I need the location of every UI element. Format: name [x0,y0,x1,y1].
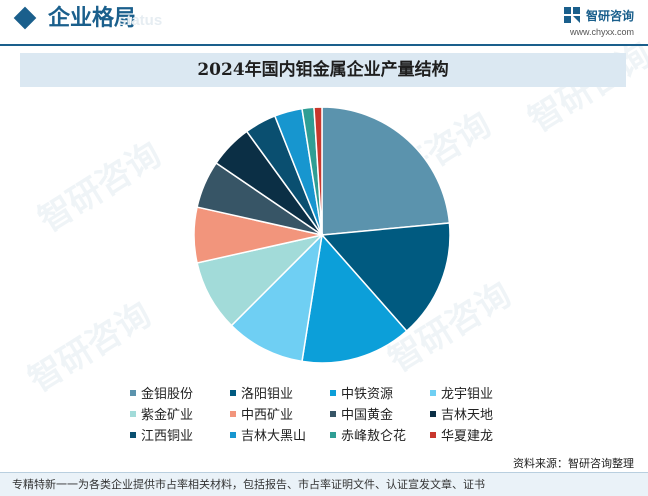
chart-title-band: 2024年国内钼金属企业产量结构 [20,53,626,87]
legend-swatch [330,389,336,396]
legend-label: 赤峰敖仑花 [341,429,407,444]
legend-item: 中西矿业 [230,404,330,423]
pie-slice-0 [321,106,451,236]
legend-swatch [230,389,236,396]
pie-chart [193,106,451,364]
legend-swatch [330,431,336,438]
chart-legend: 金钼股份 洛阳钼业 中铁资源 龙宇钼业紫金矿业 中西矿业 中国黄金 吉林天地江西铜业 吉林大黑… [130,382,530,445]
pie-slice-11 [313,106,323,236]
legend-item: 吉林天地 [430,404,530,423]
pie-slice-2 [301,233,408,364]
legend-swatch [430,389,436,396]
legend-label: 紫金矿业 [141,408,194,423]
legend-label: 江西铜业 [141,429,194,444]
legend-swatch [130,431,136,438]
brand: 智研咨询 www.chyxx.com [563,6,634,37]
header-ghost-text: status [118,12,163,29]
legend-label: 吉林大黑山 [241,429,307,444]
legend-item: 吉林大黑山 [230,425,330,444]
page-title: 企业格局 [48,6,137,31]
legend-item: 龙宇钼业 [430,383,530,402]
legend-label: 吉林天地 [441,408,494,423]
pie-slice-3 [230,232,324,363]
legend-swatch [430,431,436,438]
legend-swatch [130,410,136,417]
legend-item: 洛阳钼业 [230,383,330,402]
legend-item: 中国黄金 [330,404,430,423]
footer-band: 专精特新一一为各类企业提供市占率相关材料，包括报告、市占率证明文件、认证宣发文章… [0,472,648,496]
legend-swatch [130,389,136,396]
header-divider [0,44,648,46]
legend-row: 江西铜业 吉林大黑山 赤峰敖仑花 华夏建龙 [130,424,530,445]
brand-url: www.chyxx.com [569,27,634,37]
legend-swatch [230,431,236,438]
legend-row: 紫金矿业 中西矿业 中国黄金 吉林天地 [130,403,530,424]
legend-label: 龙宇钼业 [441,387,494,402]
legend-row: 金钼股份 洛阳钼业 中铁资源 龙宇钼业 [130,382,530,403]
brand-name: 智研咨询 [585,8,634,23]
footer-disclaimer: 专精特新一一为各类企业提供市占率相关材料，包括报告、市占率证明文件、认证宣发文章… [12,478,485,491]
legend-label: 金钼股份 [141,387,194,402]
legend-label: 华夏建龙 [441,429,494,444]
legend-item: 华夏建龙 [430,425,530,444]
pie-slice-1 [320,222,451,333]
legend-item: 中铁资源 [330,383,430,402]
chart-title: 2024年国内钼金属企业产量结构 [197,60,449,80]
legend-label: 中铁资源 [341,387,394,402]
diamond-icon [13,6,37,30]
brand-logo-icon [563,7,580,23]
legend-swatch [230,410,236,417]
legend-item: 赤峰敖仑花 [330,425,430,444]
page-header: 企业格局 status 智研咨询 www.chyxx.com [0,0,648,44]
legend-item: 金钼股份 [130,383,230,402]
legend-swatch [330,410,336,417]
legend-swatch [430,410,436,417]
legend-label: 中西矿业 [241,408,294,423]
legend-item: 江西铜业 [130,425,230,444]
legend-label: 中国黄金 [341,408,394,423]
source-note: 资料来源：智研咨询整理 [513,457,634,470]
legend-item: 紫金矿业 [130,404,230,423]
legend-label: 洛阳钼业 [241,387,294,402]
